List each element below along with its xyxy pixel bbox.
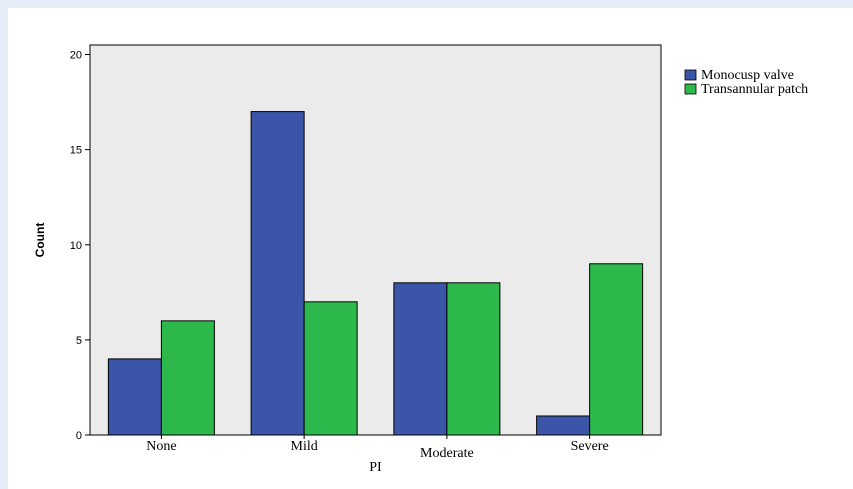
y-tick-label: 20 (70, 50, 82, 62)
y-tick-label: 10 (70, 240, 82, 252)
bar-transannular-patch-none (160, 320, 215, 436)
bar-transannular-patch-moderate (446, 282, 501, 436)
x-tick-label: Mild (291, 439, 318, 454)
x-tick-label: None (146, 439, 176, 454)
bar-monocusp-valve-moderate (393, 282, 448, 436)
x-axis-label: PI (369, 460, 382, 475)
legend-label: Monocusp valve (701, 68, 794, 83)
bar-monocusp-valve-none (107, 358, 162, 436)
y-tick-label: 15 (70, 145, 82, 157)
y-tick-label: 0 (76, 430, 82, 442)
x-tick-label: Moderate (420, 446, 474, 461)
chart-panel: 0 5 10 15 20 None Mild Moderate Severe PI Count Mon… (8, 8, 853, 489)
x-tick-label: Severe (571, 439, 609, 454)
bar-transannular-patch-severe (589, 263, 644, 436)
bar-chart: 0 5 10 15 20 None Mild Moderate Severe PI Count Mon… (33, 44, 808, 475)
y-axis-label: Count (33, 223, 47, 258)
bar-transannular-patch-mild (303, 301, 358, 436)
legend-swatch (684, 83, 697, 95)
y-tick-label: 5 (76, 335, 82, 347)
bar-monocusp-valve-severe (536, 415, 591, 436)
legend-swatch (684, 69, 697, 81)
legend-label: Transannular patch (701, 82, 808, 97)
bar-monocusp-valve-mild (250, 111, 305, 436)
